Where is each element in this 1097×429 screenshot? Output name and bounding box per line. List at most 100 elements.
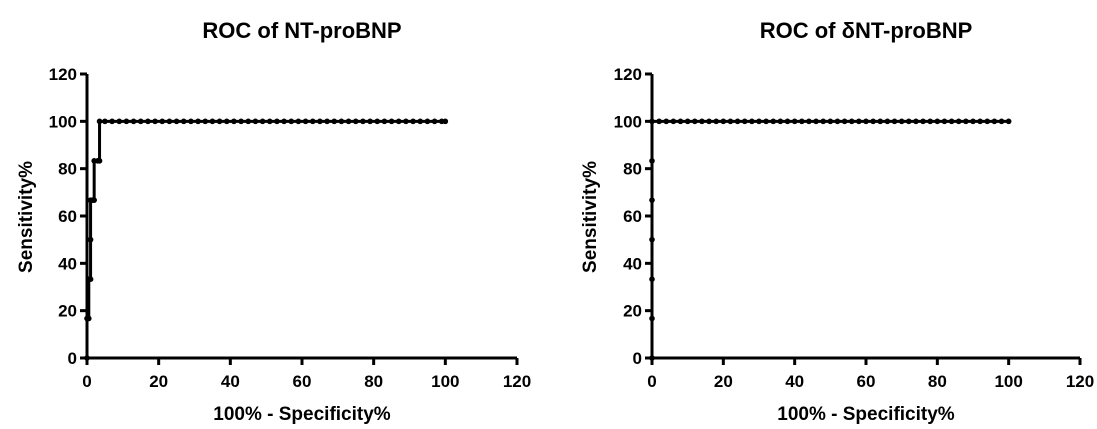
data-point [734, 118, 741, 125]
data-point [813, 118, 819, 125]
data-point [431, 118, 438, 125]
data-point [188, 118, 194, 125]
data-point [116, 118, 123, 125]
data-point [345, 118, 352, 125]
data-point [102, 118, 108, 125]
data-point [109, 118, 115, 125]
data-point [777, 118, 784, 125]
data-point [649, 276, 655, 282]
data-point [649, 315, 655, 322]
data-point [295, 118, 302, 125]
data-point [252, 118, 259, 125]
data-point [699, 118, 705, 125]
data-point [152, 118, 158, 125]
data-point [395, 118, 402, 125]
data-point [863, 118, 869, 125]
data-point [96, 158, 103, 164]
data-point [791, 118, 798, 125]
data-point [856, 118, 862, 125]
x-tick-label: 0 [647, 372, 656, 391]
data-point [231, 118, 237, 125]
data-point [684, 118, 691, 125]
x-tick-label: 80 [364, 372, 383, 391]
data-point [424, 118, 431, 125]
data-point [360, 118, 366, 125]
data-point [848, 118, 855, 125]
roc-curve-line [650, 119, 1009, 358]
data-point [884, 118, 891, 125]
data-point [913, 118, 919, 125]
y-tick-label: 40 [623, 254, 642, 273]
data-point [649, 355, 655, 361]
data-point [288, 118, 295, 125]
data-point [388, 118, 395, 125]
data-point [91, 197, 97, 203]
data-point [417, 118, 424, 125]
data-point [727, 118, 734, 125]
data-point [906, 118, 912, 125]
data-point [948, 118, 955, 125]
data-point [877, 118, 884, 125]
data-point [806, 118, 812, 125]
y-tick-label: 60 [58, 207, 77, 226]
data-point [927, 118, 933, 125]
data-point [820, 118, 826, 125]
y-tick-label: 120 [49, 65, 77, 84]
data-point [281, 118, 287, 125]
data-point [84, 355, 90, 361]
data-point [649, 236, 655, 243]
data-point [145, 118, 151, 125]
data-point [920, 118, 926, 125]
data-point [173, 118, 180, 125]
x-tick-label: 40 [785, 372, 804, 391]
data-point [741, 118, 748, 125]
data-point [991, 118, 998, 125]
data-point [87, 276, 94, 282]
data-point [245, 118, 252, 125]
data-point [166, 118, 173, 125]
y-tick-label: 20 [58, 302, 77, 321]
y-tick-label: 20 [623, 302, 642, 321]
roc-curve-line [85, 119, 446, 358]
x-tick-label: 40 [221, 372, 240, 391]
x-tick-label: 60 [293, 372, 312, 391]
data-point [274, 118, 280, 125]
data-point [317, 118, 323, 125]
data-point [338, 118, 345, 125]
data-point [266, 118, 273, 125]
data-point [180, 118, 187, 125]
data-point [195, 118, 201, 125]
x-tick-label: 120 [503, 372, 531, 391]
y-tick-label: 80 [58, 160, 77, 179]
data-point [324, 118, 330, 125]
data-point [834, 118, 841, 125]
data-point [656, 118, 662, 125]
roc-chart-delta-nt-probnp: ROC of δNT-proBNP 100% - Specificity% Se… [580, 18, 1094, 425]
data-point [209, 118, 216, 125]
data-point [223, 118, 230, 125]
data-point [670, 118, 677, 125]
data-point [827, 118, 834, 125]
x-tick-label: 20 [149, 372, 168, 391]
y-axis-label: Sensitivity% [580, 161, 601, 273]
chart-title: ROC of NT-proBNP [202, 18, 401, 43]
y-tick-label: 60 [623, 207, 642, 226]
x-tick-label: 80 [928, 372, 947, 391]
data-point [259, 118, 266, 125]
data-point [799, 118, 805, 125]
data-point [442, 118, 449, 125]
y-tick-label: 100 [49, 112, 77, 131]
y-tick-label: 0 [68, 349, 77, 368]
x-axis-label: 100% - Specificity% [777, 404, 955, 425]
data-point [331, 118, 338, 125]
y-tick-label: 80 [623, 160, 642, 179]
x-axis-label: 100% - Specificity% [213, 404, 391, 425]
data-point [87, 236, 94, 243]
data-point [649, 158, 655, 164]
data-point [137, 118, 144, 125]
data-point [841, 118, 848, 125]
data-point [130, 118, 137, 125]
data-point [970, 118, 976, 125]
data-point [677, 118, 684, 125]
